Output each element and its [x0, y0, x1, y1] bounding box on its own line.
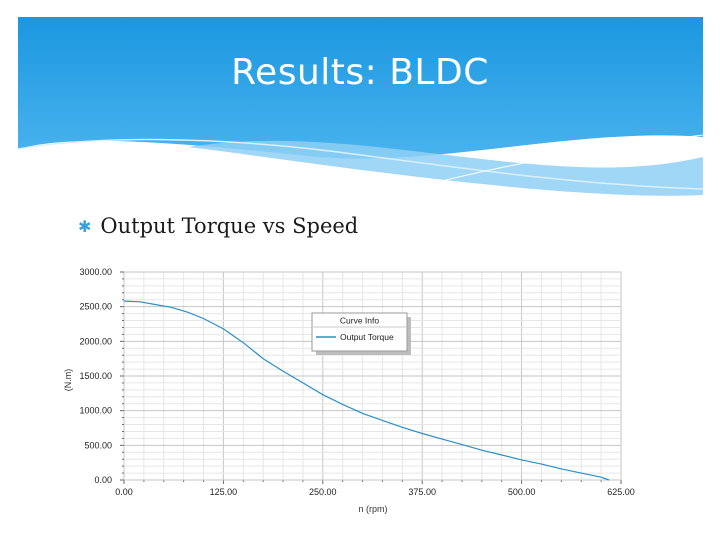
torque-speed-chart: 0.00 125.00 250.00 375.00 500.00 625.00 0.00 50…: [63, 267, 635, 514]
y-axis-label: (N.m): [63, 369, 73, 392]
x-tick-label: 125.00: [210, 487, 238, 497]
legend-box: [311, 312, 408, 352]
x-tick-label: 625.00: [607, 487, 635, 497]
bullet-text: Output Torque vs Speed: [100, 214, 359, 238]
x-tick-label: 0.00: [115, 487, 133, 497]
x-tick-label: 250.00: [309, 487, 337, 497]
asterisk-bullet-icon: ✱: [78, 216, 92, 236]
y-tick-label: 2000.00: [79, 336, 112, 346]
bullet-item: ✱ Output Torque vs Speed: [78, 214, 358, 238]
x-tick-label: 500.00: [508, 487, 536, 497]
y-tick-label: 500.00: [84, 440, 112, 450]
x-tick-label: 375.00: [408, 487, 436, 497]
y-tick-label: 1500.00: [79, 371, 112, 381]
slide-header-banner: [18, 17, 703, 196]
tick-labels: 0.00 125.00 250.00 375.00 500.00 625.00 0.00 50…: [79, 267, 634, 497]
legend-entry-output-torque: Output Torque: [340, 332, 394, 342]
series-layer: [123, 300, 610, 481]
y-tick-label: 3000.00: [79, 267, 112, 277]
slide-title: Results: BLDC: [231, 52, 489, 93]
legend-title: Curve Info: [340, 316, 379, 326]
y-tick-label: 1000.00: [79, 406, 112, 416]
y-tick-label: 2500.00: [79, 302, 112, 312]
y-tick-label: 0.00: [94, 475, 112, 485]
series-line-output-torque: [123, 300, 610, 481]
chart-legend: Curve Info Output Torque: [311, 312, 411, 355]
x-axis-label: n (rpm): [359, 504, 388, 514]
